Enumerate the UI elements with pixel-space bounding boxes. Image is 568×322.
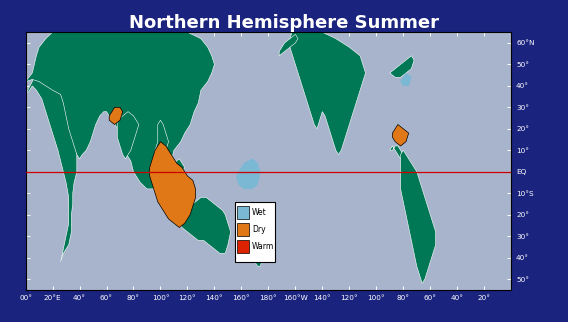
Polygon shape xyxy=(400,150,436,283)
Polygon shape xyxy=(172,159,185,176)
Bar xyxy=(237,206,249,219)
Polygon shape xyxy=(169,185,193,193)
Text: Wet: Wet xyxy=(252,208,267,217)
Bar xyxy=(235,202,275,262)
Polygon shape xyxy=(236,159,260,189)
Polygon shape xyxy=(392,125,409,146)
Polygon shape xyxy=(390,146,403,159)
Polygon shape xyxy=(118,112,139,159)
Polygon shape xyxy=(154,120,169,172)
Polygon shape xyxy=(400,73,411,86)
Text: Dry: Dry xyxy=(252,225,266,234)
Polygon shape xyxy=(109,107,123,125)
Polygon shape xyxy=(161,163,179,185)
Polygon shape xyxy=(179,197,231,253)
Polygon shape xyxy=(150,142,195,228)
Bar xyxy=(237,223,249,236)
Bar xyxy=(237,241,249,253)
Text: Warm: Warm xyxy=(252,242,274,251)
Polygon shape xyxy=(255,249,263,266)
Polygon shape xyxy=(390,56,414,77)
Text: Northern Hemisphere Summer: Northern Hemisphere Summer xyxy=(129,14,439,33)
Polygon shape xyxy=(279,34,298,56)
Polygon shape xyxy=(26,22,215,189)
Polygon shape xyxy=(419,0,457,26)
Polygon shape xyxy=(26,32,80,262)
Polygon shape xyxy=(290,22,366,155)
